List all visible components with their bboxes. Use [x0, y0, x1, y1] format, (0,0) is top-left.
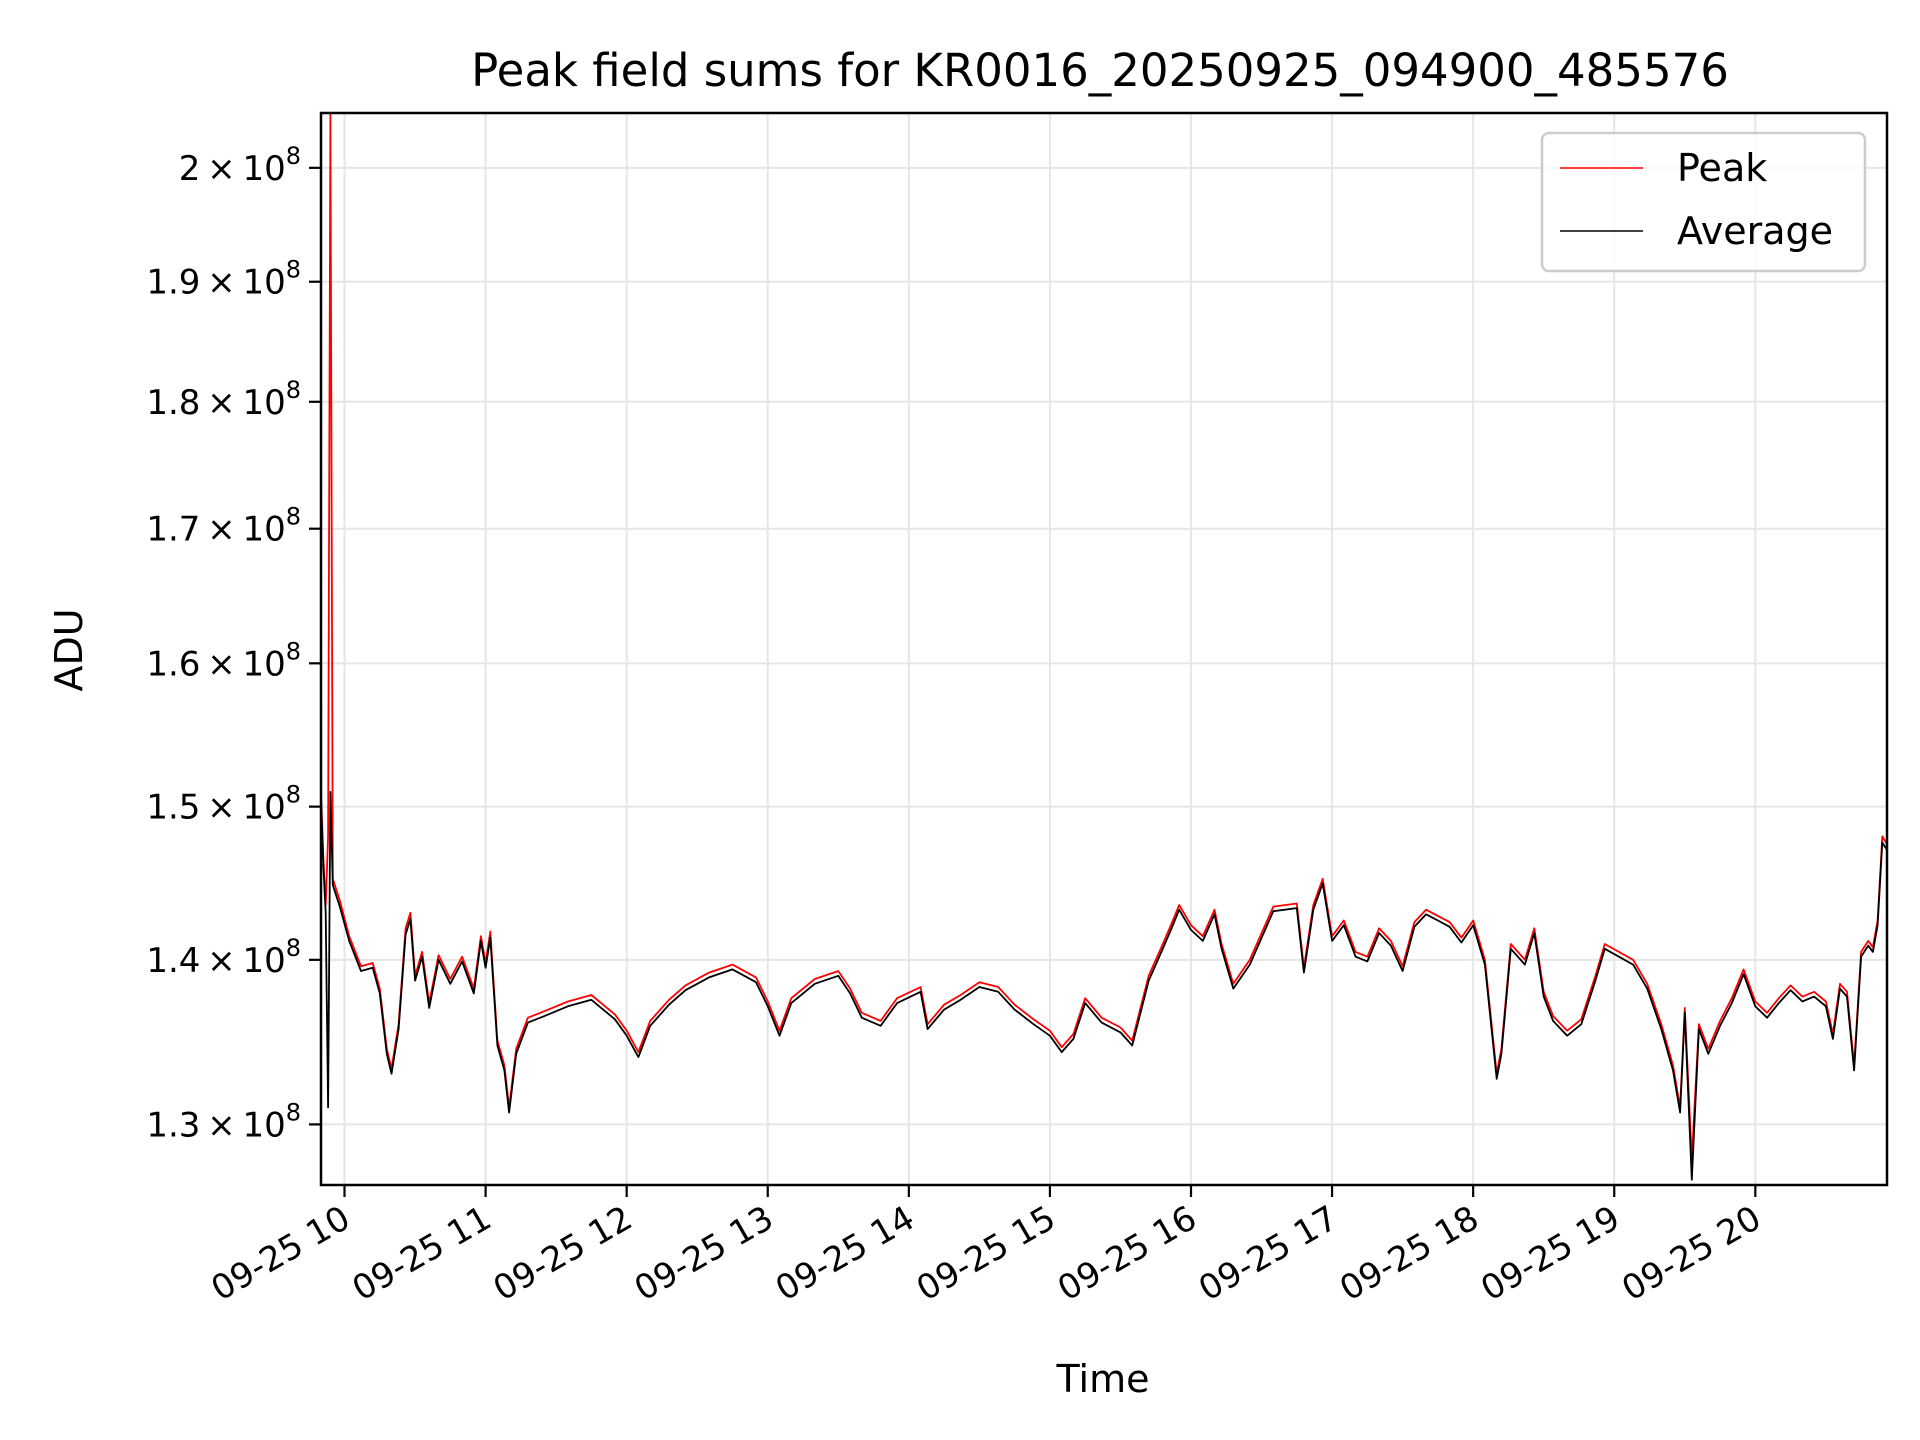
y-tick-label: 1.4 × 108: [146, 934, 301, 981]
y-tick-label: 1.5 × 108: [146, 781, 301, 828]
y-axis-label: ADU: [47, 608, 91, 691]
chart-title: Peak field sums for KR0016_20250925_0949…: [471, 44, 1729, 97]
y-tick-label: 1.9 × 108: [146, 256, 301, 303]
plot-frame: [319, 111, 1889, 1187]
series-layer: [321, 113, 1887, 1181]
y-tick-label: 2 × 108: [179, 142, 301, 189]
y-tick-label: 1.6 × 108: [146, 637, 301, 684]
y-tick-label: 1.8 × 108: [146, 376, 301, 423]
legend: Peak Average: [1540, 131, 1867, 273]
y-tick-label: 1.3 × 108: [146, 1098, 301, 1145]
legend-label-peak: Peak: [1677, 146, 1767, 190]
y-tick-label: 1.7 × 108: [146, 503, 301, 550]
y-axis: 1.3 × 108 1.4 × 108 1.5 × 108 1.6 × 108 1.7 …: [146, 142, 321, 1145]
x-axis-label: Time: [1056, 1357, 1150, 1401]
legend-label-average: Average: [1677, 209, 1833, 253]
series-line-average: [321, 791, 1887, 1181]
